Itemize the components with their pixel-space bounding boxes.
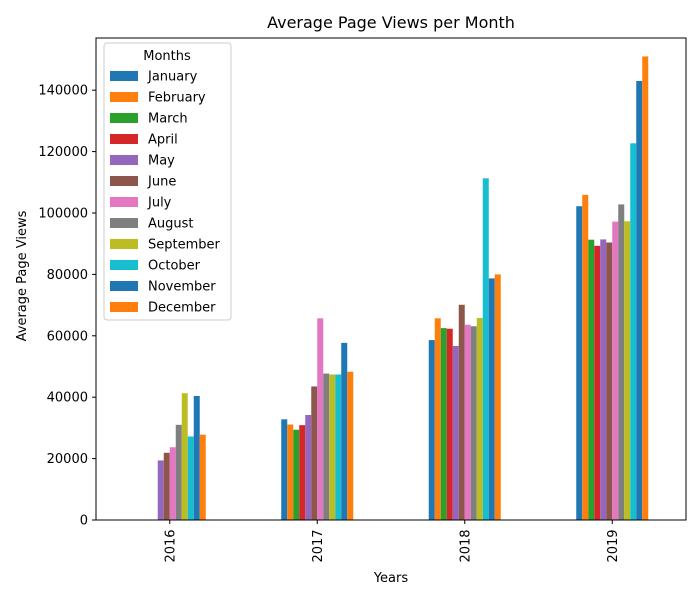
x-tick-label: 2018 bbox=[458, 529, 473, 562]
bar-december-2016 bbox=[199, 434, 206, 520]
legend-swatch-june bbox=[110, 176, 138, 186]
bar-april-2017 bbox=[299, 425, 306, 520]
legend-swatch-march bbox=[110, 113, 138, 123]
legend-swatch-september bbox=[110, 239, 138, 249]
legend: Months January February March April May June J… bbox=[103, 42, 232, 321]
bar-november-2019 bbox=[636, 80, 643, 520]
legend-label-july: July bbox=[147, 196, 172, 211]
legend-label-march: March bbox=[148, 112, 188, 127]
y-tick-label: 140000 bbox=[38, 84, 88, 99]
x-tick-label: 2019 bbox=[606, 529, 621, 562]
bar-march-2018 bbox=[440, 328, 447, 520]
y-tick-label: 0 bbox=[80, 514, 88, 529]
legend-swatch-may bbox=[110, 155, 138, 165]
legend-label-april: April bbox=[148, 133, 178, 148]
bar-august-2016 bbox=[175, 424, 182, 520]
bar-may-2016 bbox=[157, 460, 164, 520]
legend-title: Months bbox=[143, 49, 191, 64]
legend-label-august: August bbox=[148, 217, 194, 232]
legend-swatch-april bbox=[110, 134, 138, 144]
legend-label-june: June bbox=[147, 175, 176, 190]
bar-may-2019 bbox=[600, 239, 607, 520]
bar-january-2018 bbox=[428, 340, 435, 520]
x-axis-title: Years bbox=[373, 571, 409, 586]
legend-label-may: May bbox=[148, 154, 175, 169]
bar-february-2019 bbox=[582, 194, 589, 520]
y-tick-label: 100000 bbox=[38, 206, 88, 221]
y-axis: 0 20000 40000 60000 80000 100000 120000 140000 bbox=[38, 84, 96, 529]
bar-july-2016 bbox=[169, 447, 176, 520]
legend-label-november: November bbox=[148, 280, 216, 295]
bar-october-2017 bbox=[335, 374, 342, 520]
bar-february-2017 bbox=[287, 424, 294, 520]
bar-november-2018 bbox=[488, 278, 495, 520]
legend-label-september: September bbox=[148, 238, 221, 253]
x-tick-label: 2016 bbox=[163, 529, 178, 562]
legend-label-february: February bbox=[148, 91, 206, 106]
bar-july-2017 bbox=[317, 318, 324, 520]
bar-february-2018 bbox=[434, 318, 441, 520]
chart-title: Average Page Views per Month bbox=[267, 13, 515, 32]
bar-september-2019 bbox=[624, 221, 631, 520]
bar-july-2019 bbox=[612, 221, 619, 520]
y-tick-label: 80000 bbox=[47, 268, 88, 283]
bar-september-2018 bbox=[476, 317, 483, 520]
legend-box bbox=[103, 42, 232, 321]
bar-october-2016 bbox=[187, 436, 194, 520]
legend-label-october: October bbox=[148, 259, 201, 274]
legend-swatch-july bbox=[110, 197, 138, 207]
bar-august-2018 bbox=[470, 326, 477, 520]
legend-label-december: December bbox=[148, 301, 216, 316]
bar-july-2018 bbox=[464, 324, 471, 520]
bar-october-2018 bbox=[482, 178, 489, 521]
y-tick-label: 40000 bbox=[47, 391, 88, 406]
bar-june-2016 bbox=[163, 452, 170, 520]
bar-january-2019 bbox=[576, 206, 583, 521]
bar-december-2019 bbox=[642, 56, 649, 521]
bar-october-2019 bbox=[630, 143, 637, 521]
bar-november-2016 bbox=[193, 395, 200, 520]
bar-january-2017 bbox=[281, 419, 288, 520]
bar-march-2017 bbox=[293, 429, 300, 520]
legend-swatch-august bbox=[110, 218, 138, 228]
bar-june-2018 bbox=[458, 304, 465, 520]
bar-december-2018 bbox=[494, 274, 501, 520]
legend-swatch-january bbox=[110, 71, 138, 81]
plot-frame bbox=[95, 37, 687, 521]
bar-november-2017 bbox=[341, 342, 348, 520]
bar-may-2017 bbox=[305, 415, 312, 520]
legend-swatch-november bbox=[110, 281, 138, 291]
bar-june-2017 bbox=[311, 386, 318, 520]
legend-swatch-december bbox=[110, 302, 138, 312]
x-axis: 2016 2017 2018 2019 bbox=[163, 520, 621, 563]
bar-march-2019 bbox=[588, 239, 595, 520]
bar-august-2017 bbox=[323, 373, 330, 520]
bar-december-2017 bbox=[347, 371, 354, 520]
bar-september-2016 bbox=[181, 393, 188, 520]
legend-swatch-february bbox=[110, 92, 138, 102]
bar-april-2019 bbox=[594, 245, 601, 520]
bar-august-2019 bbox=[618, 204, 625, 520]
legend-swatch-october bbox=[110, 260, 138, 270]
y-axis-title: Average Page Views bbox=[15, 210, 30, 341]
y-tick-label: 20000 bbox=[47, 452, 88, 467]
legend-label-january: January bbox=[147, 70, 198, 85]
bar-june-2019 bbox=[606, 242, 613, 520]
bar-may-2018 bbox=[452, 345, 459, 520]
bar-april-2018 bbox=[446, 328, 453, 520]
bar-september-2017 bbox=[329, 374, 336, 520]
y-tick-label: 120000 bbox=[38, 145, 88, 160]
bars-group bbox=[157, 56, 649, 521]
x-tick-label: 2017 bbox=[311, 529, 326, 562]
y-tick-label: 60000 bbox=[47, 329, 88, 344]
